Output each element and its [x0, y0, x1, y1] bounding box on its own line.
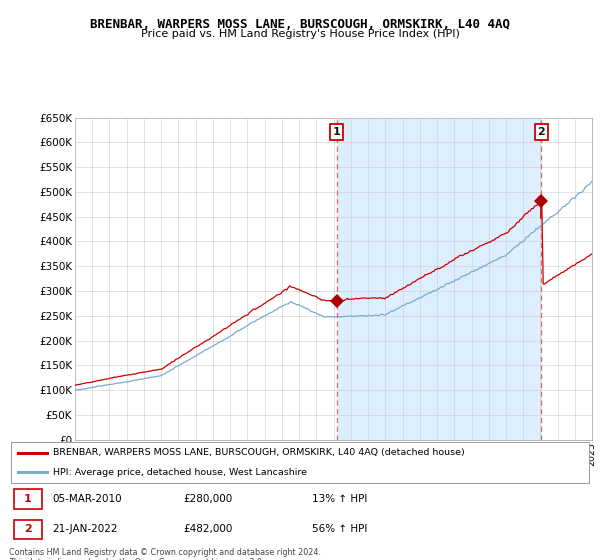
- Bar: [337, 118, 541, 440]
- Text: HPI: Average price, detached house, West Lancashire: HPI: Average price, detached house, West…: [53, 468, 307, 477]
- Text: 13% ↑ HPI: 13% ↑ HPI: [311, 494, 367, 504]
- Text: 1: 1: [24, 494, 31, 504]
- Text: BRENBAR, WARPERS MOSS LANE, BURSCOUGH, ORMSKIRK, L40 4AQ (detached house): BRENBAR, WARPERS MOSS LANE, BURSCOUGH, O…: [53, 448, 464, 457]
- Text: BRENBAR, WARPERS MOSS LANE, BURSCOUGH, ORMSKIRK, L40 4AQ: BRENBAR, WARPERS MOSS LANE, BURSCOUGH, O…: [90, 18, 510, 31]
- Text: 05-MAR-2010: 05-MAR-2010: [53, 494, 122, 504]
- Text: 21-JAN-2022: 21-JAN-2022: [53, 524, 118, 534]
- Text: 1: 1: [333, 127, 341, 137]
- FancyBboxPatch shape: [14, 520, 41, 539]
- Text: Contains HM Land Registry data © Crown copyright and database right 2024.
This d: Contains HM Land Registry data © Crown c…: [9, 548, 321, 560]
- Text: 2: 2: [538, 127, 545, 137]
- Text: 2: 2: [24, 524, 31, 534]
- Text: 56% ↑ HPI: 56% ↑ HPI: [311, 524, 367, 534]
- FancyBboxPatch shape: [14, 489, 41, 508]
- Text: £482,000: £482,000: [184, 524, 233, 534]
- FancyBboxPatch shape: [11, 442, 589, 483]
- Text: £280,000: £280,000: [184, 494, 233, 504]
- Text: Price paid vs. HM Land Registry's House Price Index (HPI): Price paid vs. HM Land Registry's House …: [140, 29, 460, 39]
